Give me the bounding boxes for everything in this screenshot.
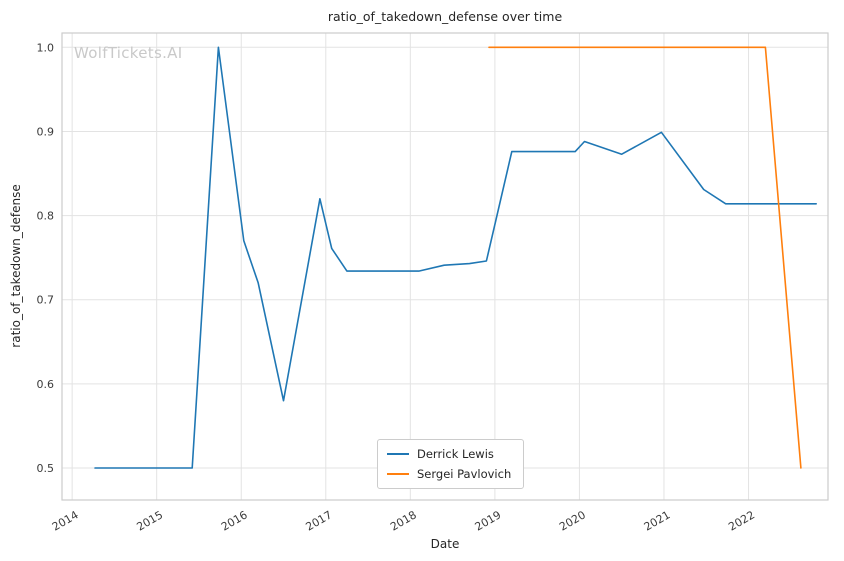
x-tick-label: 2022 — [726, 508, 757, 533]
y-tick-label: 0.8 — [37, 210, 55, 223]
y-tick-label: 0.9 — [37, 125, 55, 138]
x-tick-label: 2018 — [388, 508, 419, 533]
y-tick-label: 1.0 — [37, 41, 55, 54]
x-tick-label: 2020 — [557, 508, 588, 533]
x-tick-label: 2019 — [473, 508, 504, 533]
watermark: WolfTickets.AI — [74, 44, 183, 62]
series-line-derrick-lewis — [94, 46, 818, 469]
legend-label: Derrick Lewis — [417, 447, 494, 461]
legend: Derrick Lewis Sergei Pavlovich — [377, 439, 525, 489]
x-tick-label: 2021 — [642, 508, 673, 533]
y-tick-label: 0.7 — [37, 294, 55, 307]
x-tick-label: 2015 — [134, 508, 165, 533]
legend-item: Derrick Lewis — [387, 447, 511, 461]
legend-line-sample — [387, 453, 409, 455]
plot-border — [61, 32, 829, 501]
y-axis-label: ratio_of_takedown_defense — [9, 184, 23, 348]
y-tick-label: 0.6 — [37, 378, 55, 391]
x-tick-label: 2014 — [50, 508, 81, 533]
chart-title: ratio_of_takedown_defense over time — [327, 9, 563, 24]
series-line-sergei-pavlovich — [488, 46, 802, 469]
legend-label: Sergei Pavlovich — [417, 467, 512, 481]
legend-line-sample — [387, 473, 409, 475]
x-tick-label: 2017 — [304, 508, 335, 533]
x-axis-label: Date — [430, 537, 460, 551]
x-tick-label: 2016 — [219, 508, 250, 533]
y-tick-label: 0.5 — [37, 462, 55, 475]
legend-item: Sergei Pavlovich — [387, 467, 511, 481]
